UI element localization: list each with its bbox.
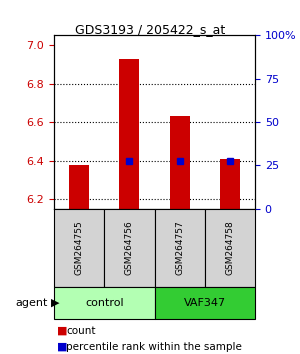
Text: GSM264758: GSM264758: [225, 221, 234, 275]
FancyBboxPatch shape: [154, 209, 205, 287]
Text: VAF347: VAF347: [184, 298, 226, 308]
Bar: [119, 58, 140, 209]
Text: percentile rank within the sample: percentile rank within the sample: [66, 342, 242, 352]
FancyBboxPatch shape: [205, 209, 255, 287]
Text: count: count: [66, 326, 95, 336]
Text: ▶: ▶: [51, 298, 59, 308]
Text: GSM264755: GSM264755: [75, 221, 84, 275]
FancyBboxPatch shape: [54, 287, 154, 319]
Bar: [69, 165, 89, 209]
FancyBboxPatch shape: [54, 209, 104, 287]
Text: GSM264756: GSM264756: [125, 221, 134, 275]
Text: agent: agent: [16, 298, 48, 308]
Text: GSM264757: GSM264757: [175, 221, 184, 275]
Bar: [169, 116, 190, 209]
Bar: [220, 159, 240, 209]
Text: ■: ■: [57, 342, 68, 352]
Text: GDS3193 / 205422_s_at: GDS3193 / 205422_s_at: [75, 23, 225, 36]
Text: ■: ■: [57, 326, 68, 336]
Text: control: control: [85, 298, 124, 308]
FancyBboxPatch shape: [154, 287, 255, 319]
FancyBboxPatch shape: [104, 209, 154, 287]
